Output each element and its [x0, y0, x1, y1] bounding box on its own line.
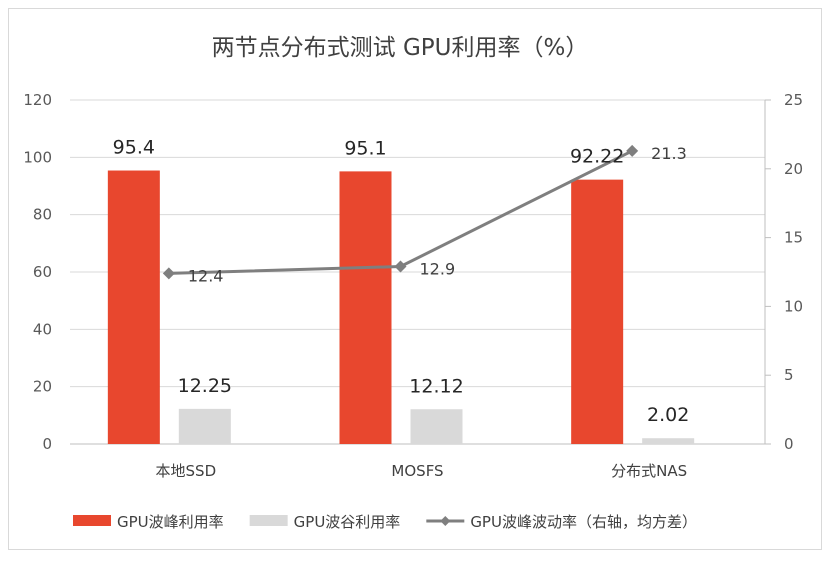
line-marker [626, 144, 639, 157]
gridlines [70, 99, 765, 388]
bar-data-label: 12.12 [409, 375, 463, 397]
bar-data-label: 95.4 [113, 137, 155, 159]
legend-marker [440, 516, 451, 526]
y-right-tick-label: 0 [784, 435, 794, 453]
y-left-tick-label: 60 [33, 263, 52, 281]
chart-title: 两节点分布式测试 GPU利用率（%） [212, 35, 589, 61]
bars [107, 170, 695, 445]
bar [339, 171, 392, 444]
bar [107, 170, 160, 444]
y-left-tick-label: 80 [33, 206, 52, 224]
chart-frame [8, 8, 822, 550]
y-left-tick-label: 40 [33, 320, 52, 338]
y-left-tick-label: 100 [23, 148, 52, 166]
y-right-tick-label: 20 [784, 160, 803, 178]
legend: GPU波峰利用率 GPU波谷利用率 GPU波峰波动率（右轴，均方差） [73, 513, 697, 531]
legend-label: GPU波峰利用率 [117, 513, 224, 531]
y-right-tick-label: 5 [784, 366, 794, 384]
y-left-tick-label: 120 [23, 91, 52, 109]
bar-data-label: 92.22 [570, 146, 624, 168]
y-left-tick-label: 0 [42, 435, 52, 453]
bar-data-label: 2.02 [647, 404, 689, 426]
x-tick-label: MOSFS [391, 462, 443, 480]
line-series [162, 144, 639, 280]
line-path [168, 149, 633, 275]
y-right-tick-label: 15 [784, 229, 803, 247]
legend-swatch [73, 515, 111, 526]
x-tick-label: 本地SSD [156, 462, 217, 480]
data-labels: 95.4 95.1 92.22 12.25 12.12 2.02 12.4 12.9 21.3 [113, 137, 690, 427]
line-data-label: 12.4 [188, 266, 224, 285]
y-left-tick-label: 20 [33, 378, 52, 396]
y-right-tick-label: 25 [784, 91, 803, 109]
bar [642, 438, 695, 444]
x-tick-label: 分布式NAS [611, 462, 687, 480]
bar-data-label: 12.25 [178, 375, 232, 397]
line-data-label: 12.9 [420, 259, 456, 278]
y-right-tick-label: 10 [784, 297, 803, 315]
legend-label: GPU波峰波动率（右轴，均方差） [470, 513, 697, 531]
line-marker [394, 260, 407, 273]
bar [571, 179, 624, 445]
line-marker [162, 267, 175, 280]
bar [410, 409, 463, 444]
bar-data-label: 95.1 [344, 137, 386, 159]
legend-swatch [249, 515, 288, 526]
legend-label: GPU波谷利用率 [294, 513, 401, 531]
line-data-label: 21.3 [651, 144, 687, 163]
bar [178, 408, 231, 444]
